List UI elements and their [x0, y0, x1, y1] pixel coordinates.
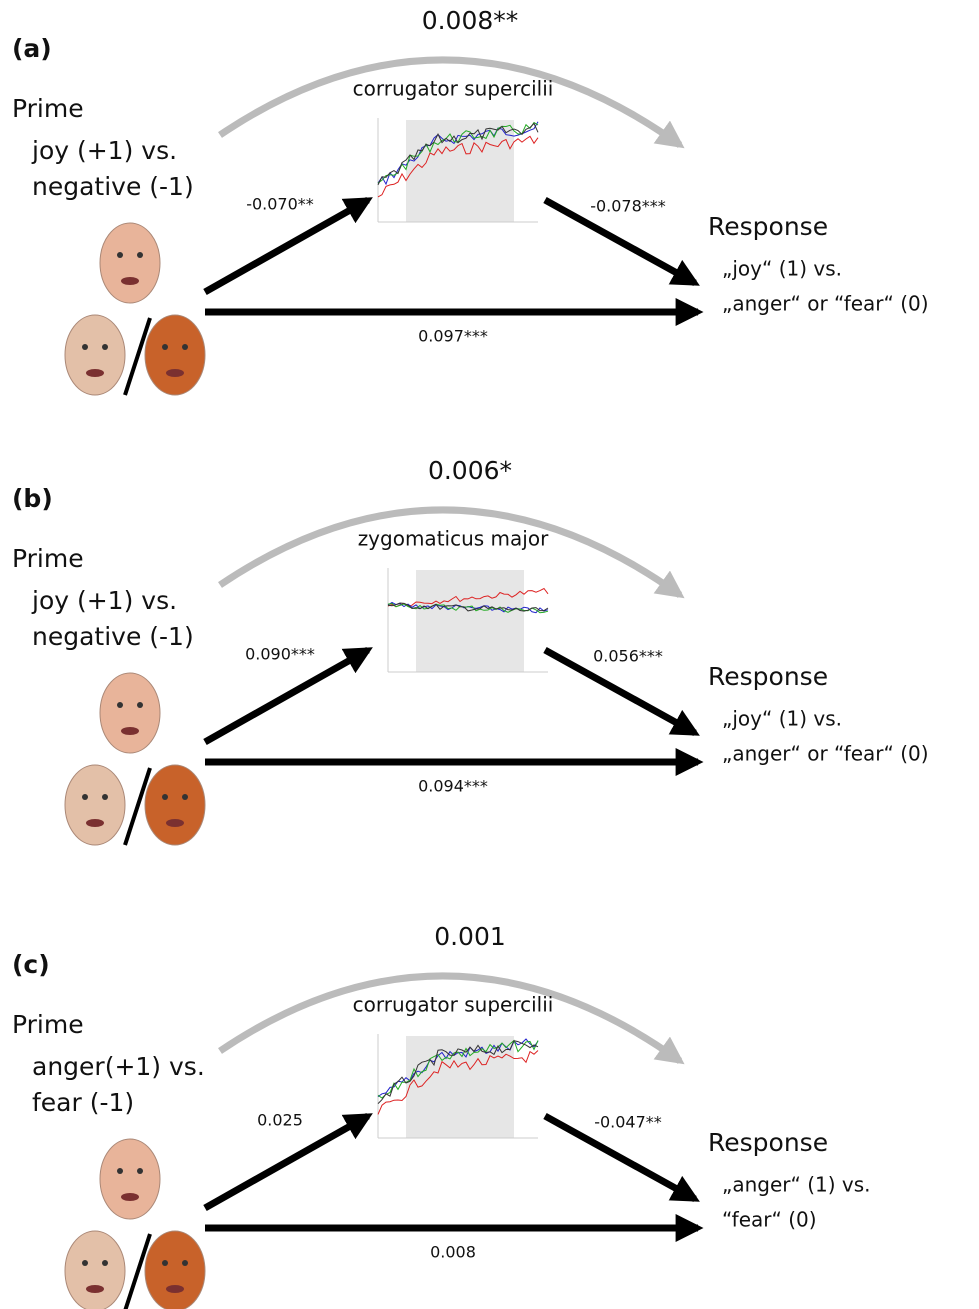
muscle-name: corrugator supercilii — [353, 993, 554, 1017]
prime-line: negative (-1) — [32, 172, 194, 201]
face — [145, 765, 205, 845]
mouth — [166, 1285, 184, 1293]
face — [100, 1139, 160, 1219]
indirect-effect: 0.001 — [434, 922, 506, 951]
prime-line: joy (+1) vs. — [31, 586, 177, 615]
mouth — [121, 277, 139, 285]
prime-line: joy (+1) vs. — [31, 136, 177, 165]
eye — [137, 1168, 143, 1174]
prime-line: negative (-1) — [32, 622, 194, 651]
indirect-effect: 0.006* — [428, 456, 512, 485]
response-title: Response — [708, 662, 828, 691]
mouth — [121, 727, 139, 735]
eye — [182, 794, 188, 800]
mouth — [166, 369, 184, 377]
diagram: (a) 0.008** corrugator supercilii Prime joy … — [0, 0, 979, 1309]
response-line: „anger“ (1) vs. — [722, 1173, 871, 1197]
direct-coef: 0.097*** — [418, 327, 488, 346]
prime-title: Prime — [12, 94, 84, 123]
panel-label: (c) — [12, 950, 50, 979]
window-shade — [406, 120, 514, 222]
face — [145, 315, 205, 395]
response-title: Response — [708, 212, 828, 241]
response-line: „joy“ (1) vs. — [722, 707, 842, 731]
response-line: „anger“ or “fear“ (0) — [722, 742, 929, 766]
muscle-name: zygomaticus major — [358, 527, 549, 551]
face — [100, 673, 160, 753]
eye — [82, 344, 88, 350]
face — [145, 1231, 205, 1309]
path-b-coef: 0.056*** — [593, 647, 663, 666]
muscle-name: corrugator supercilii — [353, 77, 554, 101]
panel: (c) 0.001 corrugator supercilii Prime anger(… — [12, 922, 871, 1309]
mouth — [86, 369, 104, 377]
eye — [82, 1260, 88, 1266]
path-a-coef: 0.025 — [257, 1111, 303, 1130]
mouth — [86, 819, 104, 827]
mouth — [86, 1285, 104, 1293]
panel: (b) 0.006* zygomaticus major Prime joy (+1) … — [12, 456, 929, 845]
path-b-coef: -0.078*** — [590, 197, 666, 216]
eye — [102, 794, 108, 800]
eye — [117, 1168, 123, 1174]
face — [65, 765, 125, 845]
eye — [137, 252, 143, 258]
eye — [137, 702, 143, 708]
path-b-coef: -0.047** — [594, 1113, 662, 1132]
eye — [102, 1260, 108, 1266]
path-a-coef: -0.070** — [246, 195, 314, 214]
eye — [162, 794, 168, 800]
panel-label: (b) — [12, 484, 53, 513]
face — [100, 223, 160, 303]
face — [65, 315, 125, 395]
direct-coef: 0.094*** — [418, 777, 488, 796]
eye — [182, 1260, 188, 1266]
response-line: “fear“ (0) — [722, 1208, 817, 1232]
prime-title: Prime — [12, 544, 84, 573]
response-title: Response — [708, 1128, 828, 1157]
panel-label: (a) — [12, 34, 52, 63]
eye — [82, 794, 88, 800]
path-a-arrow — [205, 650, 368, 742]
window-shade — [416, 570, 524, 672]
path-a-arrow — [205, 1116, 368, 1208]
eye — [117, 702, 123, 708]
path-a-arrow — [205, 200, 368, 292]
eye — [162, 1260, 168, 1266]
prime-line: anger(+1) vs. — [32, 1052, 205, 1081]
prime-line: fear (-1) — [32, 1088, 134, 1117]
mouth — [121, 1193, 139, 1201]
face — [65, 1231, 125, 1309]
prime-title: Prime — [12, 1010, 84, 1039]
eye — [162, 344, 168, 350]
indirect-effect: 0.008** — [422, 6, 519, 35]
eye — [102, 344, 108, 350]
response-line: „joy“ (1) vs. — [722, 257, 842, 281]
panel: (a) 0.008** corrugator supercilii Prime joy … — [12, 6, 929, 395]
eye — [117, 252, 123, 258]
mouth — [166, 819, 184, 827]
direct-coef: 0.008 — [430, 1243, 476, 1262]
response-line: „anger“ or “fear“ (0) — [722, 292, 929, 316]
eye — [182, 344, 188, 350]
path-a-coef: 0.090*** — [245, 645, 315, 664]
